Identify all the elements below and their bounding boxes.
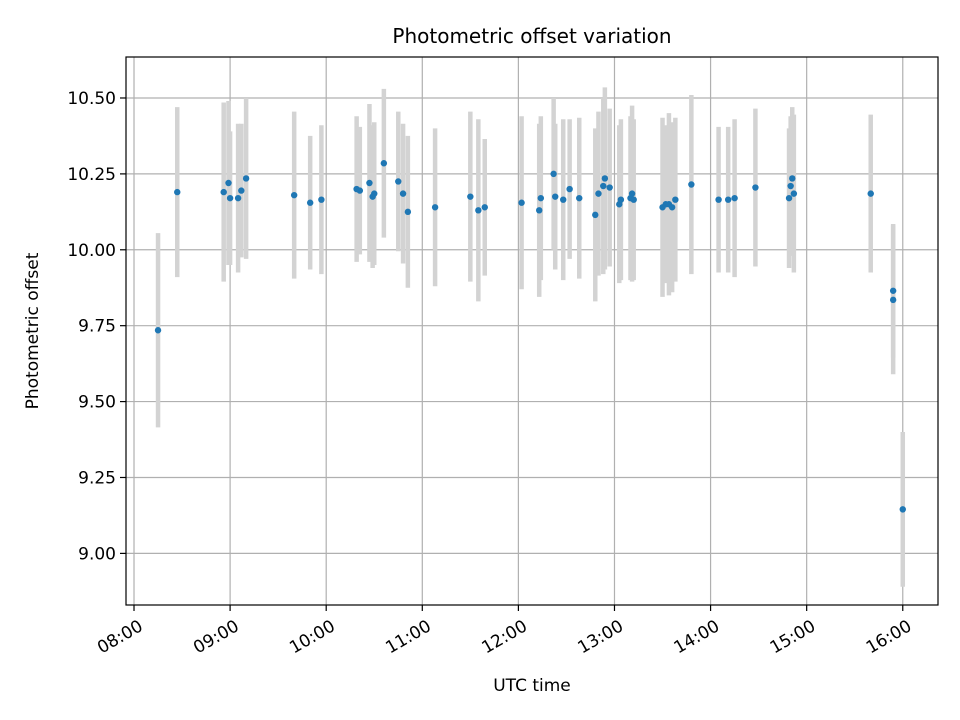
data-point <box>431 204 439 211</box>
data-point <box>560 196 567 203</box>
y-tick-label: 9.50 <box>78 393 116 413</box>
data-point <box>467 193 474 200</box>
data-point <box>595 190 602 197</box>
chart-title: Photometric offset variation <box>392 24 671 48</box>
data-point <box>220 188 227 196</box>
data-point <box>242 175 250 182</box>
data-point <box>356 187 364 194</box>
data-point <box>380 160 388 167</box>
data-point <box>174 188 181 196</box>
data-point <box>550 170 557 178</box>
data-point <box>617 196 625 203</box>
data-point <box>399 190 407 197</box>
y-tick-label: 9.75 <box>78 317 116 337</box>
data-point <box>715 196 722 203</box>
data-point <box>688 181 695 188</box>
x-axis-label: UTC time <box>493 676 571 696</box>
data-point <box>366 179 373 187</box>
data-point <box>225 179 232 187</box>
y-axis: 9.00 9.25 9.50 9.75 10.00 10.25 10.50 <box>67 89 126 564</box>
data-point <box>628 190 636 197</box>
data-point <box>752 184 759 191</box>
data-point <box>724 196 732 203</box>
data-point <box>787 182 794 190</box>
data-point <box>672 196 679 203</box>
data-point <box>867 190 874 197</box>
data-point <box>226 194 234 202</box>
data-point <box>592 211 599 219</box>
data-point <box>536 207 543 214</box>
data-point <box>606 184 613 191</box>
data-point <box>518 199 525 206</box>
data-point <box>154 327 162 334</box>
data-point <box>537 194 545 202</box>
y-axis-label: Photometric offset <box>23 252 43 409</box>
data-point <box>601 175 609 182</box>
data-point <box>306 199 314 206</box>
data-point <box>404 208 412 216</box>
data-point <box>481 204 488 211</box>
data-point <box>600 182 607 190</box>
data-point <box>290 191 298 199</box>
data-point <box>889 287 897 294</box>
data-point <box>576 194 583 202</box>
data-point <box>475 207 482 214</box>
data-point <box>899 506 906 513</box>
grid <box>126 57 938 605</box>
y-tick-label: 10.00 <box>67 241 116 261</box>
plot-frame <box>125 56 939 606</box>
data-point <box>318 196 325 203</box>
data-point <box>785 194 793 202</box>
y-tick-label: 10.50 <box>67 89 116 109</box>
data-point <box>630 196 637 203</box>
y-tick-label: 9.25 <box>78 468 116 488</box>
data-point <box>238 187 245 194</box>
y-tick-label: 9.00 <box>78 544 116 564</box>
data-point <box>668 204 676 211</box>
data-point <box>731 194 738 202</box>
data-point <box>789 175 796 182</box>
y-tick-label: 10.25 <box>67 165 116 185</box>
data-point <box>395 178 402 185</box>
data-point <box>552 193 559 200</box>
data-point <box>566 185 573 193</box>
data-point <box>790 190 798 197</box>
data-point <box>371 190 378 197</box>
data-point <box>889 296 897 304</box>
data-point <box>234 194 242 202</box>
data-points <box>154 160 906 513</box>
